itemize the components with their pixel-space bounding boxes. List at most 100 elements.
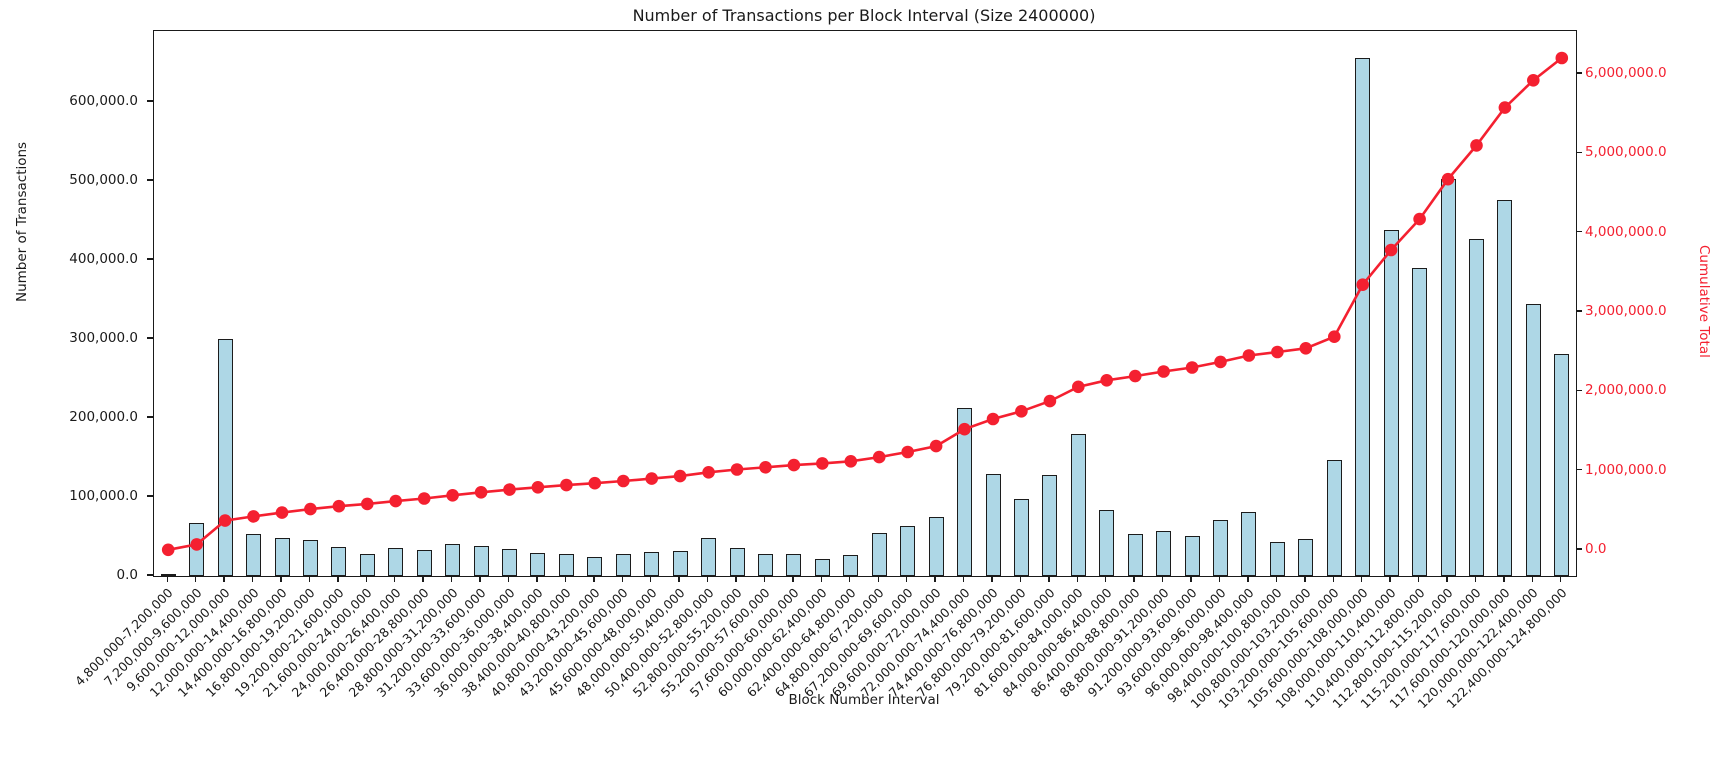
tick-mark xyxy=(706,576,709,583)
tick-mark xyxy=(1361,576,1363,583)
bar xyxy=(473,546,489,576)
bar xyxy=(1326,460,1342,576)
cumulative-point xyxy=(1185,361,1199,374)
cumulative-point xyxy=(1527,74,1540,87)
bar xyxy=(644,551,660,576)
bar xyxy=(587,557,603,576)
cumulative-point xyxy=(929,439,943,453)
tick-mark xyxy=(849,576,851,583)
cumulative-point xyxy=(1555,51,1569,65)
cumulative-point xyxy=(1271,345,1284,359)
cumulative-point xyxy=(1157,365,1170,378)
tick-mark xyxy=(479,576,481,583)
cumulative-point xyxy=(759,461,772,474)
bar xyxy=(814,559,830,576)
cumulative-point xyxy=(673,469,687,483)
bar xyxy=(843,555,859,576)
left-y-tick-label: 0.0 xyxy=(116,567,138,583)
tick-mark xyxy=(763,576,766,583)
cumulative-point xyxy=(1356,278,1369,291)
tick-mark xyxy=(1576,151,1583,154)
tick-mark xyxy=(1048,576,1050,583)
cumulative-point xyxy=(588,476,602,490)
tick-mark xyxy=(337,576,339,583)
bar xyxy=(928,516,944,576)
bar xyxy=(1269,541,1285,576)
cumulative-point xyxy=(190,538,203,551)
tick-mark xyxy=(905,576,908,583)
bar xyxy=(1469,239,1484,576)
bar xyxy=(1525,304,1541,576)
cumulative-point xyxy=(958,422,971,436)
bar xyxy=(1156,531,1172,576)
tick-mark xyxy=(1133,576,1135,583)
tick-mark xyxy=(820,576,823,583)
bar xyxy=(445,544,461,576)
bar xyxy=(1184,536,1200,576)
tick-mark xyxy=(280,576,282,583)
bar xyxy=(758,554,773,576)
bar xyxy=(786,554,802,576)
cumulative-point xyxy=(816,457,829,470)
x-axis-label: Block Number Interval xyxy=(788,692,940,708)
bar xyxy=(615,554,631,576)
cumulative-point xyxy=(417,492,431,505)
cumulative-point xyxy=(844,455,858,468)
left-y-tick-label: 300,000.0 xyxy=(69,330,138,347)
tick-mark xyxy=(450,576,453,583)
chart-title: Number of Transactions per Block Interva… xyxy=(632,6,1096,25)
tick-mark xyxy=(1576,231,1583,233)
tick-mark xyxy=(962,576,965,583)
bar xyxy=(160,573,176,576)
tick-mark xyxy=(394,576,396,583)
cumulative-point xyxy=(617,474,630,488)
bar xyxy=(1412,268,1428,576)
bar xyxy=(1554,354,1570,576)
bar xyxy=(246,534,261,576)
right-y-tick-label: 4,000,000.0 xyxy=(1585,223,1667,240)
tick-mark xyxy=(593,576,595,583)
cumulative-point xyxy=(1100,374,1113,387)
tick-mark xyxy=(1332,576,1334,583)
bar xyxy=(274,538,290,576)
cumulative-point xyxy=(730,463,744,476)
cumulative-point xyxy=(1470,139,1483,152)
cumulative-point xyxy=(1043,394,1057,408)
bar xyxy=(672,551,688,576)
tick-mark xyxy=(1247,576,1249,583)
bar xyxy=(388,547,404,576)
cumulative-point xyxy=(872,450,886,464)
tick-mark xyxy=(1576,468,1583,471)
tick-mark xyxy=(564,576,567,583)
right-y-tick-label: 2,000,000.0 xyxy=(1585,382,1667,399)
bar xyxy=(331,547,347,576)
bar xyxy=(1013,499,1029,576)
cumulative-point xyxy=(645,472,658,485)
cumulative-point xyxy=(275,506,289,519)
tick-mark xyxy=(1576,389,1583,392)
tick-mark xyxy=(792,576,794,583)
tick-mark xyxy=(1503,576,1505,583)
cumulative-line-layer xyxy=(161,51,1569,557)
tick-mark xyxy=(621,576,623,583)
bar xyxy=(1127,534,1143,576)
tick-mark xyxy=(1417,576,1420,583)
cumulative-point xyxy=(1384,243,1398,257)
cumulative-point xyxy=(389,494,402,508)
bar xyxy=(302,540,318,576)
tick-mark xyxy=(365,576,367,583)
bar xyxy=(701,538,717,576)
tick-mark xyxy=(1304,576,1306,583)
bar xyxy=(1298,539,1314,576)
tick-mark xyxy=(147,337,153,339)
tick-mark xyxy=(223,576,225,583)
tick-mark xyxy=(735,576,737,583)
tick-mark xyxy=(536,576,538,583)
cumulative-point xyxy=(901,445,914,459)
left-y-tick-label: 200,000.0 xyxy=(69,409,138,426)
tick-mark xyxy=(251,576,254,583)
left-y-tick-label: 100,000.0 xyxy=(69,488,138,504)
tick-mark xyxy=(422,576,424,583)
right-y-tick-label: 6,000,000.0 xyxy=(1585,65,1667,82)
plot-area xyxy=(153,30,1577,577)
